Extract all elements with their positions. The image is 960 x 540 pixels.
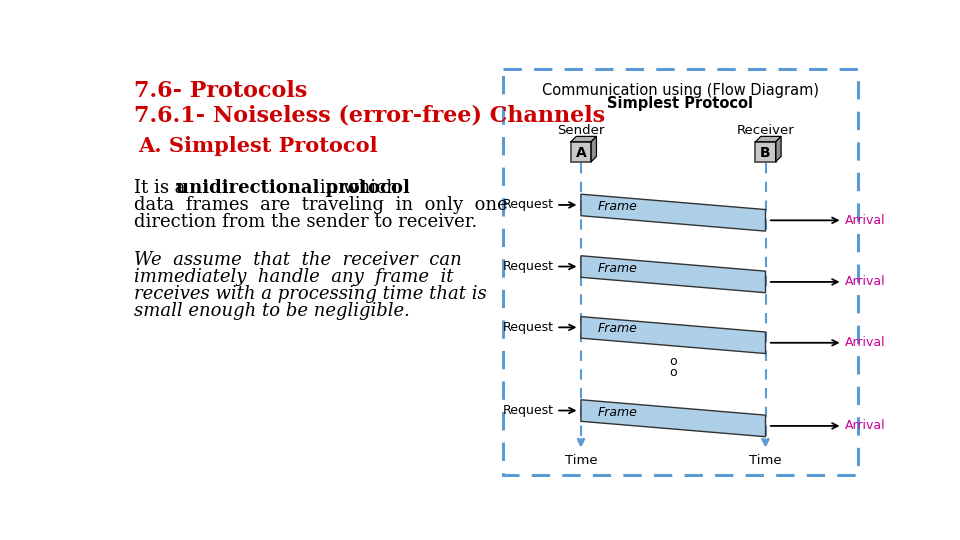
- Text: Simplest Protocol: Simplest Protocol: [608, 96, 754, 111]
- Text: o: o: [669, 366, 677, 379]
- Polygon shape: [776, 137, 781, 162]
- Text: Arrival: Arrival: [845, 275, 885, 288]
- Text: Frame: Frame: [598, 322, 637, 335]
- Text: Time: Time: [749, 454, 781, 467]
- Text: small enough to be negligible.: small enough to be negligible.: [134, 302, 410, 320]
- Text: We  assume  that  the  receiver  can: We assume that the receiver can: [134, 251, 462, 269]
- Bar: [756, 142, 776, 162]
- Text: B: B: [760, 146, 771, 160]
- Text: Sender: Sender: [557, 124, 605, 137]
- Text: Time: Time: [564, 454, 597, 467]
- Text: It is a unidirectional protocol: It is a unidirectional protocol: [134, 179, 432, 197]
- Text: direction from the sender to receiver.: direction from the sender to receiver.: [134, 213, 477, 231]
- Polygon shape: [581, 194, 765, 231]
- Text: Arrival: Arrival: [845, 336, 885, 349]
- Text: It is a: It is a: [134, 179, 191, 197]
- Text: A. Simplest Protocol: A. Simplest Protocol: [138, 136, 378, 156]
- Text: Request: Request: [503, 321, 554, 334]
- Text: o: o: [669, 355, 677, 368]
- Polygon shape: [581, 400, 765, 437]
- Text: It is a unidirectional protocol in which: It is a unidirectional protocol in which: [134, 179, 485, 197]
- Text: Request: Request: [503, 404, 554, 417]
- Text: Frame: Frame: [598, 406, 637, 419]
- Text: data  frames  are  traveling  in  only  one: data frames are traveling in only one: [134, 195, 508, 214]
- Text: Communication using (Flow Diagram): Communication using (Flow Diagram): [541, 83, 819, 98]
- Bar: [571, 142, 591, 162]
- Text: It is a: It is a: [134, 179, 191, 197]
- Text: Request: Request: [503, 198, 554, 212]
- Text: receives with a processing time that is: receives with a processing time that is: [134, 285, 487, 303]
- Text: immediately  handle  any  frame  it: immediately handle any frame it: [134, 268, 453, 286]
- Polygon shape: [581, 256, 765, 293]
- Text: 7.6- Protocols: 7.6- Protocols: [134, 80, 307, 102]
- Text: Request: Request: [503, 260, 554, 273]
- Text: Frame: Frame: [598, 261, 637, 274]
- Text: Arrival: Arrival: [845, 420, 885, 433]
- Polygon shape: [756, 137, 781, 142]
- Polygon shape: [591, 137, 596, 162]
- Text: A: A: [576, 146, 587, 160]
- Text: unidirectional protocol: unidirectional protocol: [176, 179, 410, 197]
- Bar: [503, 69, 858, 475]
- Text: 7.6.1- Noiseless (error-free) Channels: 7.6.1- Noiseless (error-free) Channels: [134, 105, 605, 127]
- Text: Arrival: Arrival: [845, 214, 885, 227]
- Text: in which: in which: [314, 179, 397, 197]
- Text: Receiver: Receiver: [736, 124, 794, 137]
- Polygon shape: [581, 316, 765, 354]
- Text: Frame: Frame: [598, 200, 637, 213]
- Polygon shape: [571, 137, 596, 142]
